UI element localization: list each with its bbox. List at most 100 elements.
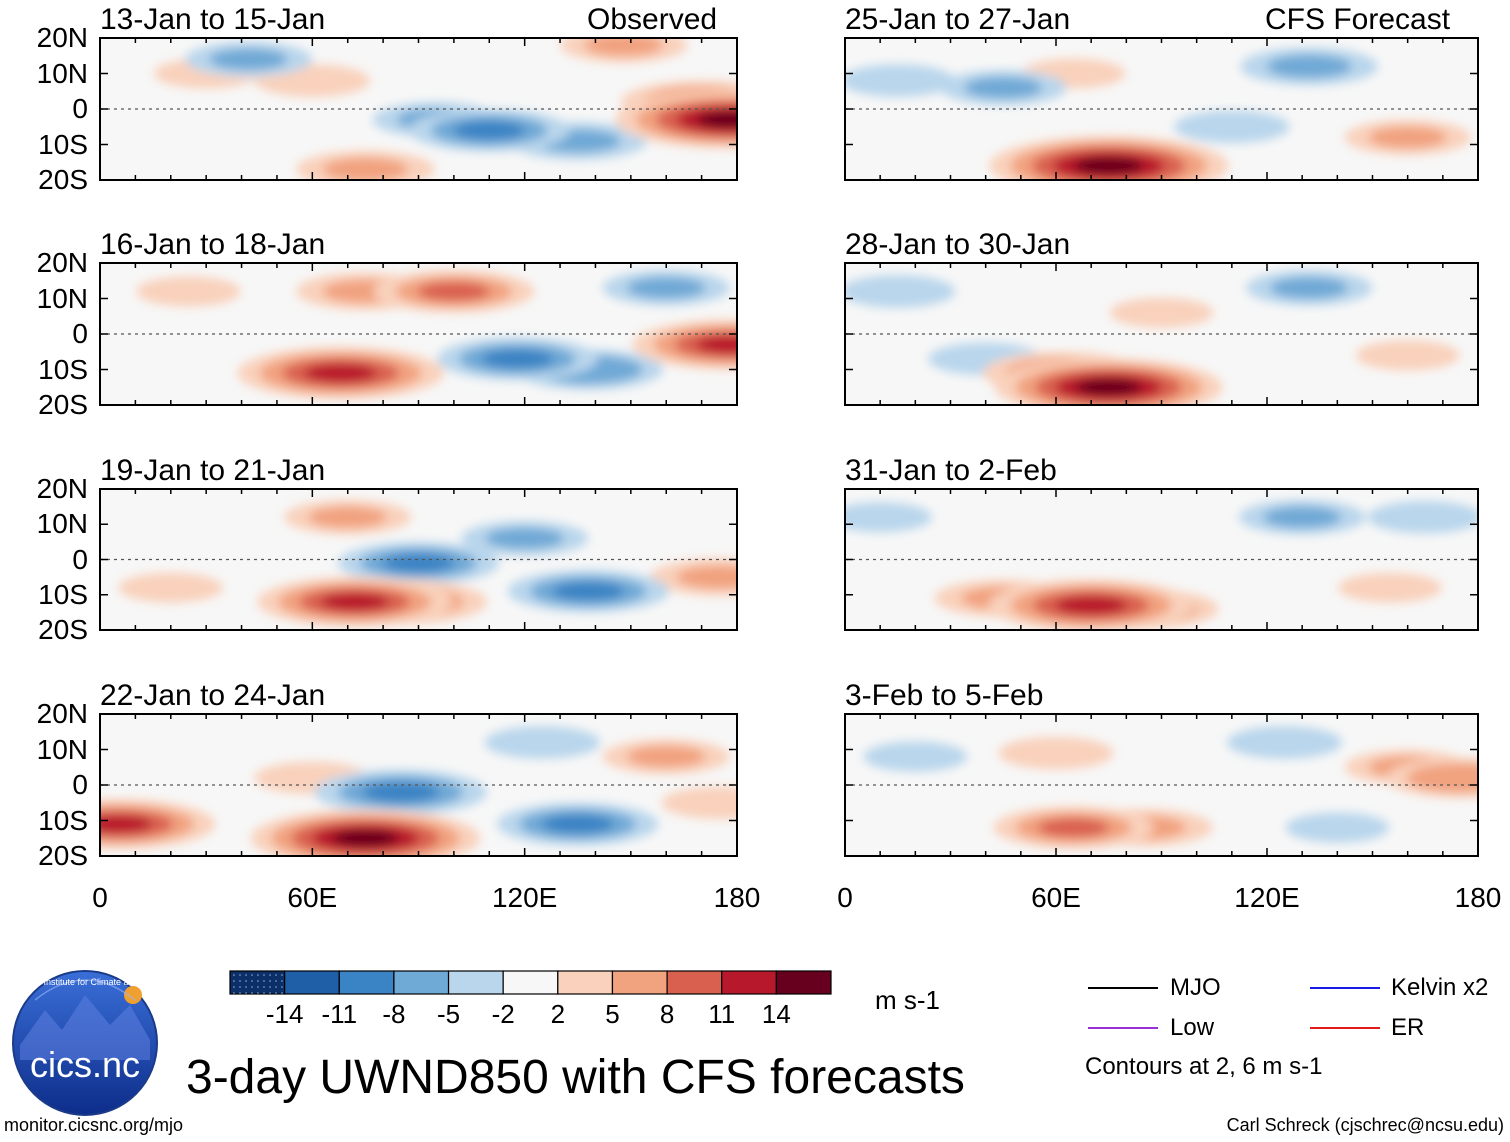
colorbar-texture [233,974,235,976]
anomaly-mark [627,277,706,299]
panel-title: 16-Jan to 18-Jan [100,228,326,261]
anomaly-mark [362,782,440,803]
x-tick-label: 60E [1031,882,1081,913]
colorbar-texture [239,980,241,982]
colorbar-texture [251,980,253,982]
colorbar-texture [269,980,271,982]
colorbar-swatch [338,970,395,995]
x-tick-label: 0 [837,882,853,913]
anomaly-mark [1074,157,1143,175]
colorbar-texture [239,992,241,994]
colorbar-swatch [393,970,450,995]
panel-title: 28-Jan to 30-Jan [845,228,1071,261]
anomaly-mark [627,745,706,768]
anomaly-mark [862,70,934,91]
anomaly-mark [552,581,625,601]
panel-title: 31-Jan to 2-Feb [845,454,1057,487]
y-tick-label: 20S [38,389,88,420]
colorbar-swatch [721,970,777,995]
colorbar-units: m s-1 [875,985,940,1015]
panel-title: 25-Jan to 27-Jan [845,3,1071,36]
anomaly-mark [136,276,241,307]
panel-2 [99,262,738,406]
y-tick-label: 10N [36,282,88,314]
anomaly-mark [1389,507,1461,528]
colorbar-texture [257,980,259,982]
colorbar-texture [281,986,283,988]
logo-name-text: cics.nc [30,1044,140,1085]
colorbar-texture [269,992,271,994]
observed-label: Observed [587,3,718,36]
anomaly-mark [1020,743,1092,764]
y-tick-label: 10S [38,578,88,610]
colorbar-swatch [447,970,504,995]
colorbar-texture [251,992,253,994]
colorbar-texture [233,986,235,988]
anomaly-mark [1338,572,1443,603]
colorbar-label: -5 [436,999,461,1029]
y-tick-label: 10N [36,508,88,540]
colorbar-texture [275,992,277,994]
anomaly-mark [1055,596,1127,615]
y-tick-label: 20N [36,22,88,53]
colorbar-label: 2 [550,999,566,1029]
anomaly-mark [1263,506,1342,528]
y-tick-label: 20S [38,840,88,871]
legend-label-kelvin: Kelvin x2 [1391,974,1489,1001]
panel-title: 19-Jan to 21-Jan [100,454,326,487]
anomaly-mark [276,70,349,91]
colorbar-label: 11 [708,999,736,1029]
y-tick-label: 0 [72,318,88,349]
colorbar-swatch [775,970,832,995]
colorbar-texture [233,980,235,982]
y-tick-label: 10N [36,733,88,765]
panel-7 [844,488,1479,631]
panel-4 [99,713,738,857]
y-tick-label: 0 [72,769,88,800]
y-tick-label: 0 [72,93,88,124]
colorbar-label: -2 [491,999,515,1029]
anomaly-mark [308,506,387,528]
colorbar-texture [275,974,277,976]
colorbar-texture [245,974,247,976]
y-tick-label: 10S [38,353,88,385]
anomaly-mark [382,553,455,573]
colorbar-swatch [502,970,559,995]
anomaly-mark [1037,818,1110,838]
colorbar-texture [233,992,235,994]
colorbar-texture [269,974,271,976]
anomaly-mark [332,830,399,847]
colorbar [229,970,832,995]
footer-url: monitor.cicsnc.org/mjo [4,1115,184,1135]
colorbar-swatch [557,970,614,995]
colorbar-swatch [611,970,668,995]
footer-credit: Carl Schreck (cjschrec@ncsu.edu) [1226,1115,1504,1135]
x-tick-label: 180 [713,882,761,913]
logo-arc-text: Cooperative Institute for Climate and Sa… [0,977,178,987]
cics-logo: Cooperative Institute for Climate and Sa… [0,970,178,1116]
anomaly-mark [1109,297,1214,328]
x-tick-label: 60E [287,882,338,913]
anomaly-mark [683,792,737,813]
panel-5 [844,37,1479,181]
colorbar-label: 5 [605,999,620,1029]
panel-title: 13-Jan to 15-Jan [100,3,326,36]
anomaly-mark [845,502,933,533]
anomaly-mark [417,281,490,301]
y-tick-label: 10N [36,57,88,89]
anomaly-mark [1368,126,1447,149]
anomaly-mark [676,565,737,589]
colorbar-texture [281,980,283,982]
anomaly-mark [1270,277,1349,299]
x-tick-label: 120E [1234,882,1300,913]
colorbar-texture [281,974,283,976]
colorbar-texture [239,986,241,988]
colorbar-texture [257,986,259,988]
y-tick-label: 10S [38,128,88,160]
anomaly-mark [1076,379,1142,396]
colorbar-texture [251,974,253,976]
colorbar-texture [281,992,283,994]
anomaly-mark [863,741,968,772]
panel-8 [844,713,1479,857]
y-tick-label: 20N [36,473,88,504]
